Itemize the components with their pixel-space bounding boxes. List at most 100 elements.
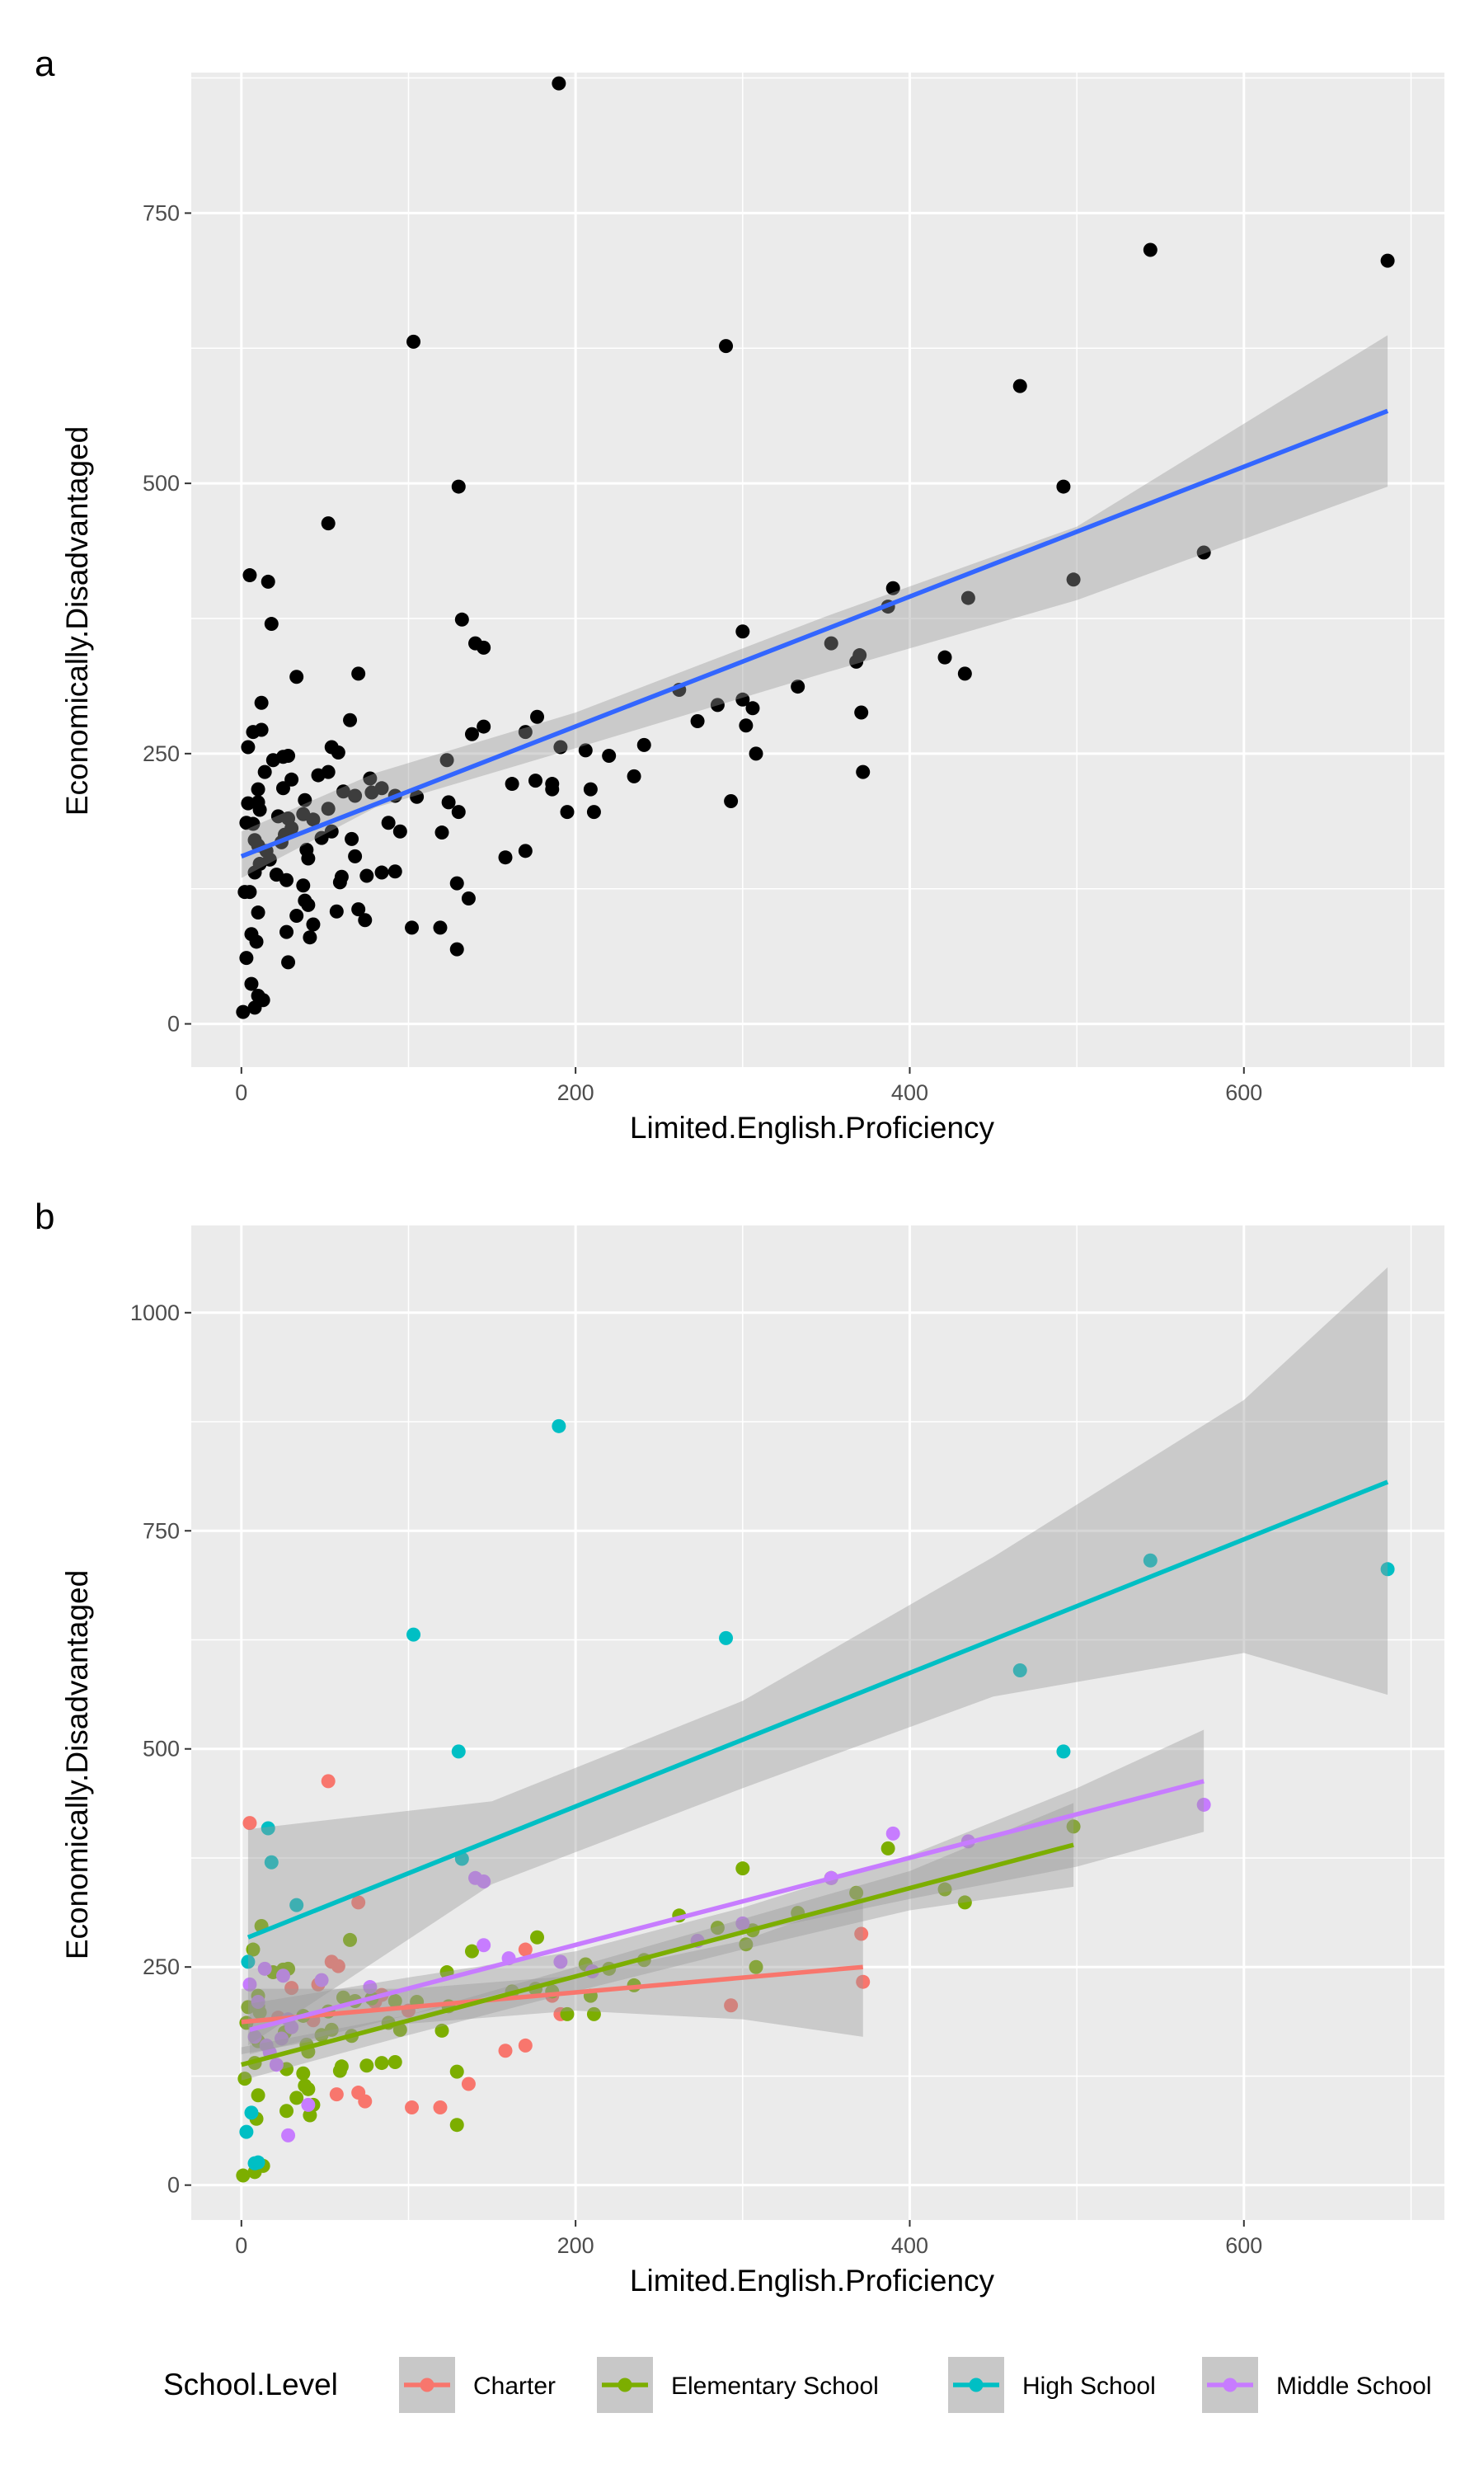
panel-a-data-point <box>247 865 262 880</box>
panel-a-data-point <box>289 908 304 923</box>
panel-a-data-point <box>251 782 265 797</box>
panel-a-chart: 0 200 400 600 0 250 500 750 <box>143 73 1444 1105</box>
panel-b-data-point-elementary-school <box>1066 1819 1081 1834</box>
panel-a-data-point <box>314 830 329 845</box>
panel-b-fit-line-middle-school <box>249 1779 1205 2033</box>
panel-a-y-axis-title: Economically.Disadvantaged <box>60 426 94 816</box>
panel-a-data-point <box>264 617 279 632</box>
panel-b-data-point-high-school <box>719 1630 734 1645</box>
panel-b-data-point-charter <box>498 2044 513 2058</box>
panel-a-data-point <box>275 750 290 764</box>
panel-b-data-point-elementary-school <box>937 1882 952 1897</box>
panel-a-data-point <box>257 764 272 779</box>
panel-a-data-point <box>735 624 750 639</box>
panel-a-data-point <box>303 930 317 945</box>
panel-b-data-point-middle-school <box>247 2030 262 2044</box>
panel-a-data-point <box>528 774 542 788</box>
panel-b-data-point-middle-school <box>242 1977 257 1992</box>
panel-a-data-point <box>498 850 513 865</box>
legend-key-point-charter <box>420 2378 434 2392</box>
panel-a-data-point <box>1196 545 1211 560</box>
panel-b-data-point-elementary-school <box>387 2055 402 2070</box>
panel-a-data-point <box>739 718 754 733</box>
panel-a-data-point <box>545 777 560 792</box>
panel-a-data-point <box>560 805 575 820</box>
panel-a-confidence-band <box>241 335 1388 878</box>
panel-b-data-point-elementary-school <box>849 1885 864 1900</box>
panel-a-data-point <box>710 698 725 713</box>
panel-a-data-point <box>454 612 469 627</box>
panel-a-data-point <box>249 934 264 949</box>
panel-a-data-point <box>406 334 421 349</box>
panel-a-data-point <box>387 864 402 879</box>
panel-b-data-point-elementary-school <box>336 1990 350 2005</box>
panel-b-y-tick-label: 500 <box>143 1737 180 1761</box>
panel-b-data-point-elementary-school <box>303 2108 317 2123</box>
panel-a-data-point <box>749 746 763 761</box>
panel-a-data-point <box>552 76 566 91</box>
panel-b-data-point-elementary-school <box>314 2028 329 2043</box>
panel-a-data-point <box>824 636 838 651</box>
panel-b-data-point-middle-school <box>269 2058 284 2072</box>
panel-b-data-point-middle-school <box>553 1954 568 1969</box>
panel-a-data-point <box>306 917 321 932</box>
panel-a-data-point <box>324 824 339 839</box>
panel-a-data-point <box>1012 379 1027 393</box>
panel-b-data-point-elementary-school <box>434 2023 449 2038</box>
panel-a-data-point <box>242 885 257 900</box>
panel-a-x-tick-label: 600 <box>1225 1080 1262 1105</box>
panel-a-data-point <box>586 805 601 820</box>
panel-a-data-point <box>433 920 448 935</box>
panel-b-data-point-high-school <box>239 2124 254 2139</box>
panel-a-data-point <box>254 695 269 710</box>
panel-a-data-point <box>439 753 454 768</box>
panel-b-data-point-middle-school <box>275 1968 290 1983</box>
panel-b-panel-background <box>191 1225 1444 2220</box>
panel-b-confidence-band-middle-school <box>249 1729 1205 2054</box>
panel-a-data-point <box>364 785 379 800</box>
panel-b-data-point-charter <box>284 1981 299 1996</box>
panel-a-data-point <box>518 844 533 858</box>
panel-b-data-point-elementary-school <box>359 2058 374 2073</box>
panel-a-data-point <box>627 769 641 783</box>
panel-a-data-point <box>583 782 598 797</box>
panel-a-data-point <box>578 743 593 758</box>
panel-a-data-point <box>321 764 336 779</box>
panel-a-data-point <box>441 795 456 810</box>
panel-a-y-tick-label: 750 <box>143 200 180 225</box>
panel-b-data-point-elementary-school <box>749 1959 763 1974</box>
panel-a-data-point <box>690 714 705 729</box>
panel-a-data-point <box>358 913 373 928</box>
panel-b-y-tick-label: 0 <box>167 2173 180 2198</box>
panel-a-data-point <box>298 793 312 807</box>
panel-a-data-point <box>256 993 270 1008</box>
panel-b-data-point-middle-school <box>284 2020 299 2034</box>
panel-a-x-axis-title: Limited.English.Proficiency <box>630 1111 995 1145</box>
panel-b-data-point-charter <box>242 1816 257 1831</box>
panel-a-data-point <box>960 590 975 605</box>
panel-a-data-point <box>242 568 257 583</box>
panel-a-data-point <box>301 851 316 866</box>
legend-key-point-elementary-school <box>618 2378 632 2392</box>
panel-a-data-point <box>518 725 533 740</box>
panel-a-data-point <box>405 920 420 935</box>
panel-b-data-point-high-school <box>261 1821 275 1836</box>
panel-b-data-point-high-school <box>289 1898 304 1912</box>
panel-a-data-point <box>791 680 805 694</box>
panel-b-data-point-charter <box>351 1895 366 1910</box>
legend-key-point-high-school <box>969 2378 984 2392</box>
panel-a-data-point <box>279 872 294 887</box>
panel-b-data-point-elementary-school <box>392 2022 407 2037</box>
panel-b-data-point-elementary-school <box>289 2091 304 2105</box>
legend: School.Level Charter Elementary School Hig… <box>163 2357 1431 2413</box>
panel-a-data-point <box>719 339 734 354</box>
panel-b-data-point-middle-school <box>314 1973 329 1987</box>
panel-b-data-point-charter <box>518 2038 533 2053</box>
panel-a-data-point <box>461 891 476 906</box>
panel-b-data-point-middle-school <box>251 1995 265 2010</box>
panel-b-data-point-elementary-school <box>374 2056 389 2071</box>
legend-label-middle-school: Middle School <box>1276 2373 1431 2400</box>
panel-b-data-point-elementary-school <box>710 1921 725 1935</box>
panel-a-data-point <box>252 802 267 817</box>
panel-b-data-point-middle-school <box>274 2031 289 2046</box>
